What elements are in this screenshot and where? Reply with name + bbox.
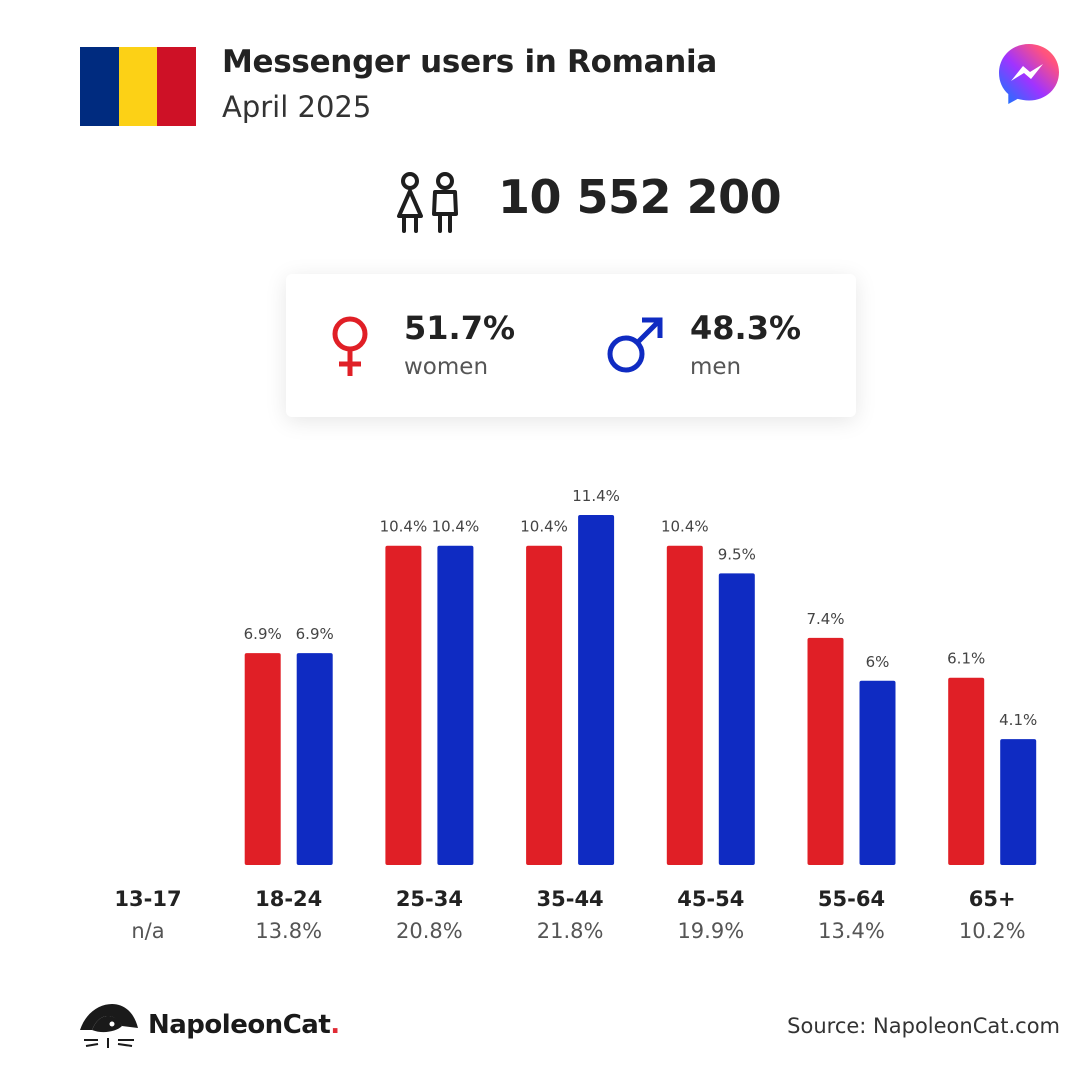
brand-dot: . <box>330 1010 340 1040</box>
men-label: men <box>690 354 742 380</box>
category-label-65+: 65+ <box>969 887 1016 911</box>
data-label-men-25-34: 10.4% <box>432 518 480 536</box>
bar-women-45-54 <box>666 545 703 865</box>
bar-men-55-64 <box>859 680 896 865</box>
messenger-icon <box>999 44 1059 104</box>
data-label-women-25-34: 10.4% <box>380 518 428 536</box>
bar-women-65+ <box>948 677 985 865</box>
category-label-13-17: 13-17 <box>114 887 181 911</box>
data-label-men-18-24: 6.9% <box>296 625 334 643</box>
users-icon <box>397 172 458 233</box>
bar-women-55-64 <box>807 637 844 865</box>
category-total-55-64: 13.4% <box>818 919 885 943</box>
napoleoncat-logo <box>80 1004 138 1048</box>
bar-men-25-34 <box>437 545 474 865</box>
bar-women-25-34 <box>385 545 422 865</box>
flag-stripe-yellow <box>118 47 158 126</box>
source-note: Source: NapoleonCat.com <box>787 1014 1060 1038</box>
female-icon <box>332 316 368 376</box>
data-label-women-55-64: 7.4% <box>806 610 844 628</box>
flag-stripe-blue <box>80 47 119 126</box>
total-users-value: 10 552 200 <box>498 170 782 224</box>
male-icon <box>607 317 663 373</box>
category-total-65+: 10.2% <box>959 919 1026 943</box>
category-label-45-54: 45-54 <box>677 887 744 911</box>
bar-men-18-24 <box>296 653 333 865</box>
bar-men-65+ <box>1000 739 1037 865</box>
category-label-18-24: 18-24 <box>255 887 322 911</box>
data-label-men-45-54: 9.5% <box>718 545 756 563</box>
data-label-women-45-54: 10.4% <box>661 518 709 536</box>
chart-title: Messenger users in Romania <box>222 44 717 80</box>
data-label-women-18-24: 6.9% <box>244 625 282 643</box>
category-total-25-34: 20.8% <box>396 919 463 943</box>
category-label-35-44: 35-44 <box>537 887 604 911</box>
women-label: women <box>404 354 489 380</box>
data-label-women-65+: 6.1% <box>947 650 985 668</box>
category-total-18-24: 13.8% <box>255 919 322 943</box>
category-total-35-44: 21.8% <box>537 919 604 943</box>
men-percentage: 48.3% <box>690 309 802 347</box>
chart-subtitle: April 2025 <box>222 90 372 124</box>
data-label-men-65+: 4.1% <box>999 711 1037 729</box>
category-total-13-17: n/a <box>131 919 164 943</box>
category-total-45-54: 19.9% <box>677 919 744 943</box>
data-label-men-35-44: 11.4% <box>572 487 620 505</box>
bar-men-35-44 <box>578 515 615 865</box>
bar-women-35-44 <box>526 545 563 865</box>
gender-split-card: 51.7% women 48.3% men <box>286 274 856 417</box>
bar-men-45-54 <box>718 573 755 865</box>
data-label-women-35-44: 10.4% <box>520 518 568 536</box>
country-flag <box>80 47 197 126</box>
brand-name: NapoleonCat. <box>148 1010 340 1040</box>
bar-women-18-24 <box>244 653 281 865</box>
women-percentage: 51.7% <box>404 309 516 347</box>
data-label-men-55-64: 6% <box>866 653 890 671</box>
category-label-25-34: 25-34 <box>396 887 463 911</box>
flag-stripe-red <box>157 47 197 126</box>
brand-name-text: NapoleonCat <box>148 1010 331 1040</box>
category-label-55-64: 55-64 <box>818 887 885 911</box>
